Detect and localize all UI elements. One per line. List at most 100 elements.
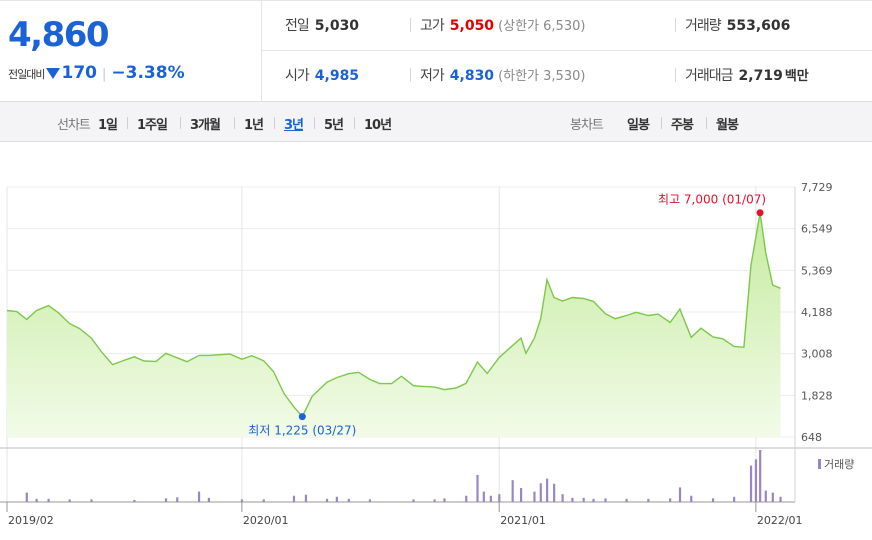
down-triangle-icon (46, 68, 61, 79)
current-price-box: 4,860 전일대비 170 | −3.38% (0, 1, 262, 101)
period-5y[interactable]: 5년 (324, 118, 344, 133)
quote-value: 5,030 (314, 18, 360, 34)
high-marker (756, 209, 764, 217)
y-tick-label: 7,729 (801, 181, 833, 194)
volume-bar (412, 499, 415, 502)
y-tick-label: 4,188 (801, 306, 833, 319)
x-tick-label: 2020/01 (243, 514, 289, 527)
volume-bar (476, 474, 479, 502)
quote-key: 고가 (420, 18, 445, 34)
volume-bar (368, 499, 372, 502)
candle-daily[interactable]: 일봉 (627, 118, 650, 133)
divider (314, 117, 315, 129)
period-1w[interactable]: 1주일 (137, 118, 168, 133)
quote-value: 553,606 (726, 18, 791, 34)
volume-bar (592, 498, 595, 502)
change-amount: 170 (61, 63, 97, 83)
volume-bar (779, 496, 782, 502)
volume-bar (498, 494, 501, 502)
quote-key: 전일 (285, 18, 310, 34)
divider (410, 18, 411, 32)
x-tick-label: 2019/02 (8, 514, 54, 527)
quote-key: 시가 (285, 68, 310, 84)
divider (274, 117, 275, 129)
volume-bar (582, 497, 585, 502)
x-tick-label: 2022/01 (757, 514, 803, 527)
quote-cell-low: 저가 4,830 (하한가 3,530) (420, 65, 585, 85)
volume-bar (489, 495, 492, 502)
extreme-markers: 최고 7,000 (01/07) 최저 1,225 (03/27) (248, 193, 766, 438)
y-tick-label: 5,369 (801, 264, 833, 277)
candle-weekly[interactable]: 주봉 (671, 118, 694, 133)
volume-bar (764, 490, 767, 502)
price-area (6, 212, 781, 437)
volume-bar (749, 465, 753, 502)
volume-bar (771, 492, 774, 502)
low-marker (298, 413, 306, 421)
volume-bar (482, 491, 485, 502)
period-10y[interactable]: 10년 (364, 118, 392, 133)
divider: | (101, 67, 107, 82)
quote-panel: 4,860 전일대비 170 | −3.38% 전일 5,030 고가 5,050 (상한가… (0, 0, 872, 101)
divider (706, 117, 707, 129)
period-1d[interactable]: 1일 (98, 118, 118, 133)
change-label: 전일대비 (8, 68, 45, 81)
low-label: 최저 1,225 (03/27) (248, 424, 356, 438)
volume-bar (754, 459, 758, 502)
volume-bar (625, 498, 628, 502)
y-tick-label: 1,828 (801, 389, 833, 402)
volume-bar (443, 498, 446, 502)
period-1y[interactable]: 1년 (244, 118, 264, 133)
volume-bar (647, 498, 650, 502)
quote-cell-prev-close: 전일 5,030 (285, 15, 359, 35)
volume-legend-swatch (818, 459, 821, 469)
quote-cell-open: 시가 4,985 (285, 65, 359, 85)
volume-bar (304, 494, 308, 502)
quote-value: 4,830 (449, 68, 495, 84)
volume-bar (759, 450, 762, 502)
volume-bar (240, 499, 244, 502)
volume-bar (164, 498, 168, 502)
change-percent: −3.38% (111, 63, 185, 83)
quote-key: 저가 (420, 68, 445, 84)
quote-unit: 백만 (784, 69, 809, 84)
quote-sub: (하한가 3,530) (498, 69, 586, 84)
quote-grid: 전일 5,030 고가 5,050 (상한가 6,530) 거래량 553,606 시가… (262, 1, 872, 101)
quote-row: 시가 4,985 저가 4,830 (하한가 3,530) 거래대금 2,719 백만 (262, 51, 872, 101)
line-chart-label: 선차트 (57, 118, 91, 133)
volume-bar (561, 494, 564, 502)
quote-value: 2,719 (738, 68, 783, 84)
divider (354, 117, 355, 129)
quote-value: 4,985 (314, 68, 360, 84)
period-3y[interactable]: 3년 (284, 118, 304, 133)
price-change: 전일대비 170 | −3.38% (8, 63, 185, 83)
quote-value: 5,050 (449, 18, 495, 34)
volume-bar (347, 498, 350, 502)
divider (410, 68, 411, 82)
divider (127, 117, 128, 129)
volume-bar (197, 491, 201, 502)
volume-bar (262, 499, 265, 502)
x-tick-label: 2021/01 (500, 514, 546, 527)
volume-bar (335, 496, 338, 502)
quote-key: 거래량 (685, 18, 722, 34)
volume-bar (433, 499, 436, 502)
volume-bar (546, 478, 549, 502)
divider (675, 68, 676, 82)
volume-bar (690, 495, 693, 502)
quote-cell-high: 고가 5,050 (상한가 6,530) (420, 15, 585, 35)
volume-bar (571, 497, 574, 502)
period-3m[interactable]: 3개월 (190, 118, 221, 133)
period-selector-bar: 선차트 1일 1주일 3개월 1년 3년 5년 10년 봉차트 일봉 주봉 월봉 (0, 101, 872, 142)
quote-sub: (상한가 6,530) (498, 19, 586, 34)
candle-monthly[interactable]: 월봉 (716, 118, 739, 133)
quote-key: 거래대금 (685, 68, 734, 84)
volume-bar (511, 480, 514, 502)
volume-bar (553, 483, 556, 502)
y-tick-label: 6,549 (801, 223, 833, 236)
price-area-fill (7, 212, 781, 437)
volume-bar (533, 491, 536, 502)
divider (234, 117, 235, 129)
y-tick-label: 3,008 (801, 348, 833, 361)
